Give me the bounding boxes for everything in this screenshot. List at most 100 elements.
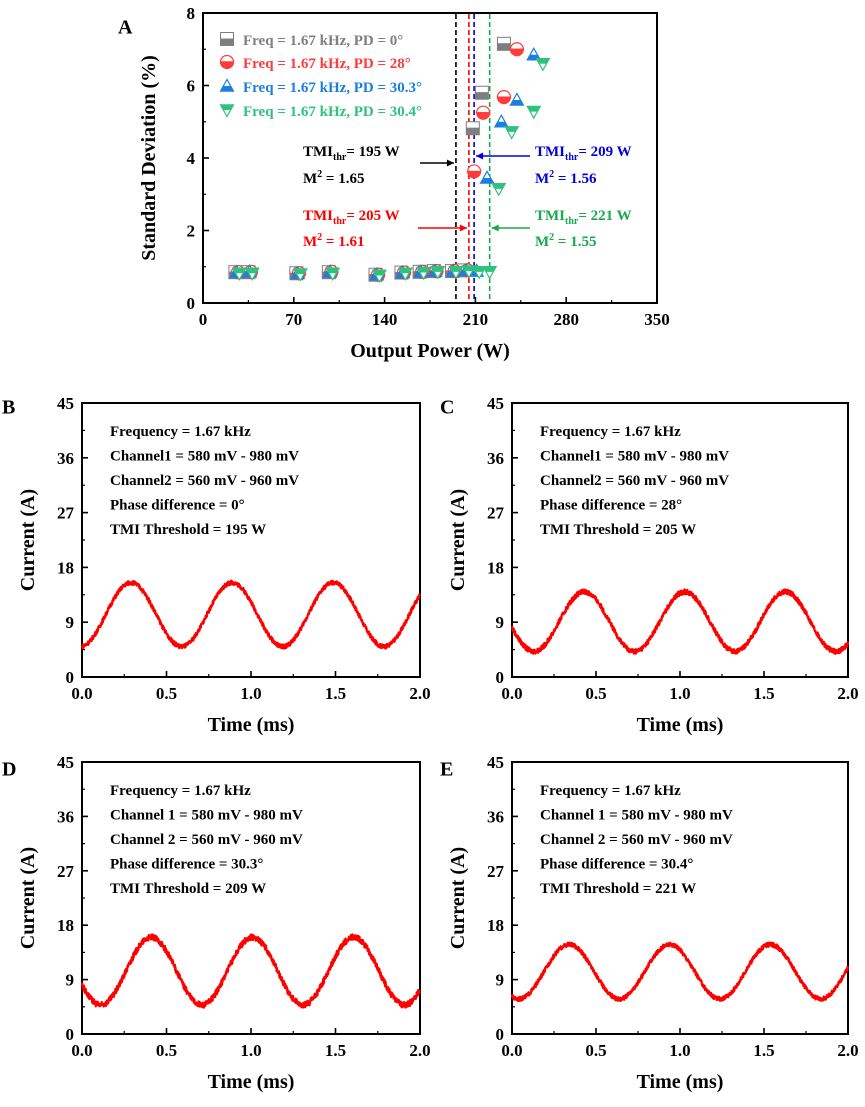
circle-marker [509,42,525,50]
y-tick-label: 18 [57,916,74,935]
panel-c: 0.0 0.5 1.0 1.5 2.0 0 9 18 27 36 45 Time (ms) Curren… [440,394,859,736]
y-tick-label: 18 [487,558,504,577]
y-tick-label: 6 [187,77,196,96]
panel-label: E [440,759,453,781]
y-tick-label: 36 [57,807,74,826]
plot-frame [81,761,421,1035]
x-tick-label: 0.0 [501,684,522,703]
y-axis-label: Current (A) [17,489,39,591]
legend-entry: Freq = 1.67 kHz, PD = 30.4° [243,104,422,120]
x-tick-label: 2.0 [837,684,858,703]
square-marker-half [220,38,234,46]
x-tick-label: 280 [553,310,579,329]
x-tick-label: 0.0 [501,1041,522,1060]
annotation-arrowhead [446,159,454,167]
x-tick-label: 1.0 [240,1041,261,1060]
annotation-line: Phase difference = 0° [110,498,245,514]
annotation-line: Channel 2 = 560 mV - 960 mV [540,832,733,848]
triangle-down-marker-half [326,268,340,274]
y-tick-label: 0 [187,294,196,313]
panel-d: 0.0 0.5 1.0 1.5 2.0 0 9 18 27 36 45 Time (ms) Curren… [2,753,431,1093]
triangle-down-marker-half [232,268,246,274]
y-tick-label: 27 [487,862,505,881]
beam-quality-label: M2 = 1.61 [303,232,364,250]
annotation-line: Channel2 = 560 mV - 960 mV [110,473,299,489]
square-marker [496,36,511,45]
triangle-down-marker-half [293,268,307,274]
threshold-label: TMIthr= 205 W [303,208,400,227]
triangle-down-marker-half [220,104,234,110]
triangle-down-marker-half [449,266,463,272]
y-axis-label: Standard Deviation (%) [138,55,160,261]
y-tick-label: 18 [57,558,74,577]
circle-marker-half [496,96,512,105]
triangle-down-marker-half [536,58,550,64]
annotation-arrowhead [476,152,484,160]
circle-marker [496,90,512,98]
square-marker [474,85,489,94]
y-tick-label: 4 [187,149,196,168]
triangle-up-marker-half [494,121,508,127]
current-trace [510,588,850,655]
plot-frame [511,761,849,1035]
x-tick-label: 350 [644,310,670,329]
beam-quality-label: M2 = 1.65 [303,169,364,187]
y-tick-label: 9 [496,613,505,632]
annotation-line: Frequency = 1.67 kHz [110,783,251,799]
annotation-line: Frequency = 1.67 kHz [540,783,681,799]
x-tick-label: 0.5 [156,684,177,703]
x-tick-label: 70 [285,310,302,329]
x-axis-label: Time (ms) [208,714,295,736]
y-tick-label: 45 [57,394,74,413]
y-tick-label: 36 [487,807,504,826]
square-marker [465,121,480,129]
triangle-down-marker-half [472,266,486,272]
beam-quality-label: M2 = 1.55 [535,232,596,250]
plot-frame [511,402,849,678]
square-marker-half [465,127,480,136]
y-tick-label: 0 [496,1025,505,1044]
y-axis-label: Current (A) [17,847,39,949]
x-tick-label: 1.5 [325,684,346,703]
triangle-up-marker-half [220,86,234,92]
x-tick-label: 140 [372,310,398,329]
panel-label: A [118,17,133,39]
annotation-arrowhead [491,224,499,232]
y-tick-label: 36 [487,449,504,468]
x-tick-label: 0.5 [585,684,606,703]
circle-marker-half [467,170,482,179]
x-tick-label: 1.5 [325,1041,346,1060]
panel-label: C [440,397,454,419]
x-tick-label: 0.0 [71,1041,92,1060]
annotation-line: Channel 2 = 560 mV - 960 mV [110,832,303,848]
legend-entry: Freq = 1.67 kHz, PD = 0° [243,33,403,49]
annotation-line: Channel1 = 580 mV - 980 mV [540,449,729,465]
legend-entry: Freq = 1.67 kHz, PD = 30.3° [243,80,422,96]
square-marker [220,32,234,40]
y-tick-label: 18 [487,916,504,935]
y-tick-label: 9 [66,971,75,990]
x-tick-label: 2.0 [409,684,430,703]
annotation-line: Channel2 = 560 mV - 960 mV [540,473,729,489]
triangle-down-marker-half [527,106,541,112]
triangle-down-marker-half [417,267,431,273]
x-tick-label: 0.0 [71,684,92,703]
annotation-line: Channel 1 = 580 mV - 980 mV [110,808,303,824]
y-tick-label: 9 [496,971,505,990]
x-axis-label: Time (ms) [637,714,724,736]
x-tick-label: 1.0 [669,1041,690,1060]
current-trace [80,933,421,1009]
y-tick-label: 2 [187,222,196,241]
beam-quality-label: M2 = 1.56 [535,169,597,187]
x-tick-label: 0.5 [156,1041,177,1060]
circle-marker-half [476,112,491,120]
x-tick-label: 2.0 [837,1041,858,1060]
circle-marker [476,105,491,114]
y-tick-label: 8 [187,4,196,23]
y-axis-label: Current (A) [447,847,469,949]
x-tick-label: 1.5 [753,1041,774,1060]
triangle-down-marker-half [372,270,386,276]
triangle-up-marker-half [510,100,524,106]
x-tick-label: 2.0 [409,1041,430,1060]
